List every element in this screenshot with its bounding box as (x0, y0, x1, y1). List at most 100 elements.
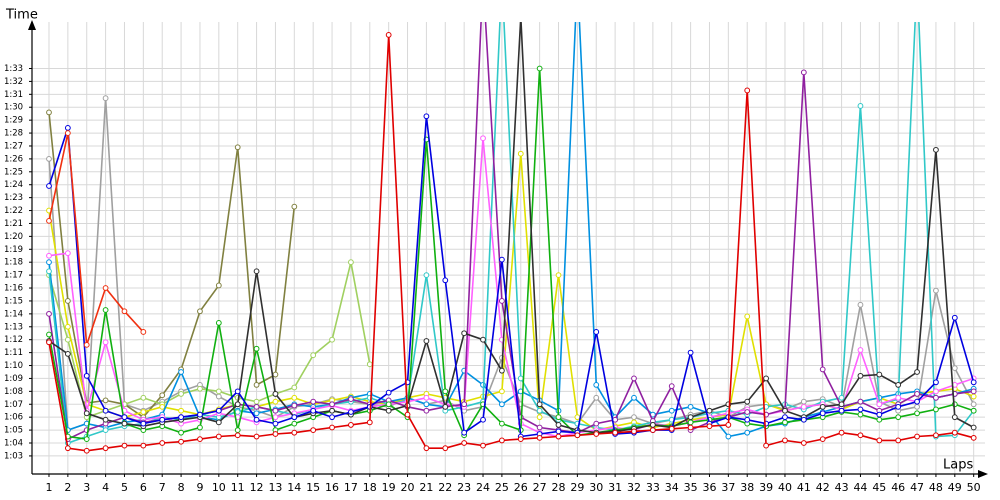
y-tick-label: 1:24 (4, 180, 23, 190)
data-point (895, 403, 902, 410)
data-point (857, 406, 864, 413)
data-point (951, 414, 958, 421)
data-point (668, 407, 675, 414)
data-point (140, 420, 147, 427)
data-point (423, 394, 430, 401)
data-point (744, 429, 751, 436)
data-point (291, 394, 298, 401)
data-point (970, 401, 977, 408)
data-point (46, 217, 52, 224)
data-point (215, 393, 222, 400)
data-point (423, 407, 430, 414)
data-point (121, 442, 128, 449)
data-point (102, 397, 109, 404)
data-point (423, 113, 430, 120)
data-point (272, 414, 279, 421)
data-point (517, 150, 524, 157)
data-point (234, 409, 241, 415)
data-point (800, 440, 807, 446)
x-tick-label: 26 (514, 481, 528, 494)
data-point (140, 409, 147, 415)
data-point (536, 401, 543, 408)
data-point (178, 414, 184, 421)
x-tick-label: 19 (382, 481, 396, 494)
data-point (744, 398, 751, 405)
data-point (272, 420, 279, 427)
data-point (329, 336, 335, 343)
data-point (800, 403, 807, 410)
x-tick-label: 2 (64, 481, 71, 494)
x-tick-label: 8 (178, 481, 185, 494)
data-point (385, 401, 392, 408)
x-tick-label: 14 (287, 481, 301, 494)
y-tick-label: 1:18 (4, 258, 23, 268)
y-tick-label: 1:08 (4, 387, 23, 397)
y-tick-label: 1:31 (4, 90, 23, 100)
y-tick-label: 1:32 (4, 77, 23, 87)
series-line (48, 22, 975, 434)
data-point (291, 429, 298, 436)
data-point (253, 345, 260, 352)
y-tick-label: 1:28 (4, 129, 23, 139)
data-point (498, 256, 505, 263)
data-point (819, 410, 826, 417)
data-point (102, 95, 109, 102)
data-point (498, 388, 505, 395)
data-point (121, 308, 128, 315)
x-tick-label: 7 (159, 481, 166, 494)
y-tick-label: 1:30 (4, 103, 23, 113)
series-line (48, 132, 144, 346)
data-point (498, 401, 505, 408)
data-point (102, 445, 109, 452)
data-point (159, 416, 166, 423)
data-point (329, 407, 335, 414)
x-axis-arrow (978, 470, 988, 478)
data-point (423, 338, 430, 344)
data-point (857, 398, 864, 405)
data-point (102, 307, 109, 313)
data-point (914, 391, 920, 397)
data-point (121, 420, 128, 427)
x-tick-label: 33 (646, 481, 660, 494)
data-point (725, 422, 732, 428)
data-point (291, 414, 298, 421)
data-point (536, 424, 543, 431)
series-line (48, 116, 975, 438)
series-line (48, 262, 371, 419)
data-point (838, 407, 845, 414)
data-point (140, 329, 147, 335)
data-point (895, 437, 902, 444)
data-point (291, 384, 298, 391)
data-point (819, 436, 826, 443)
data-point (970, 434, 977, 441)
data-point (970, 407, 977, 414)
data-point (102, 285, 109, 291)
data-point (706, 423, 713, 430)
data-point (857, 301, 864, 308)
data-point (876, 411, 883, 418)
data-point (46, 109, 52, 116)
data-point (838, 429, 845, 436)
data-point (64, 445, 71, 452)
data-point (121, 414, 128, 421)
data-point (253, 398, 260, 405)
data-point (480, 135, 486, 142)
series-line (48, 22, 975, 445)
data-point (215, 433, 222, 440)
x-tick-label: 23 (457, 481, 471, 494)
data-point (253, 433, 260, 440)
data-point (970, 424, 977, 431)
data-point (64, 130, 71, 136)
data-point (310, 407, 317, 414)
y-tick-label: 1:09 (4, 374, 23, 384)
data-point (253, 381, 260, 388)
y-tick-label: 1:25 (4, 167, 23, 177)
data-point (857, 347, 864, 353)
y-tick-label: 1:04 (4, 439, 23, 449)
data-point (234, 388, 241, 395)
data-point (895, 414, 902, 421)
y-tick-label: 1:20 (4, 232, 23, 242)
data-point (253, 410, 260, 417)
data-point (706, 407, 713, 414)
